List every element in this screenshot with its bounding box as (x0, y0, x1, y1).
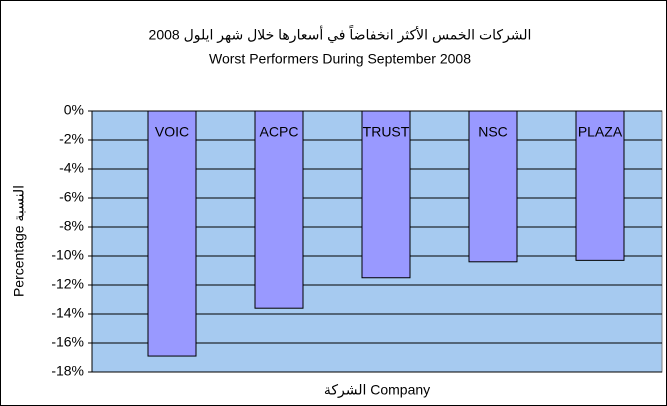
y-tick-label: -2% (59, 131, 84, 147)
y-tick-label: -8% (59, 218, 84, 234)
y-tick-label: -6% (59, 189, 84, 205)
bar (468, 110, 518, 263)
category-label: PLAZA (578, 124, 623, 140)
y-tick-label: -12% (51, 276, 84, 292)
y-tick-label: -18% (51, 363, 84, 379)
category-label: TRUST (363, 124, 410, 140)
y-axis-label: Percentage النسبة (11, 185, 27, 297)
x-axis-label: الشركة Company (324, 382, 430, 399)
bar (254, 110, 304, 309)
chart-title: الشركات الخمس الأكثر انخفاضاً في أسعارها… (149, 25, 532, 44)
y-tick-label: -14% (51, 305, 84, 321)
bar (575, 110, 625, 261)
bar (147, 110, 197, 357)
bar (361, 110, 411, 279)
y-tick-label: -16% (51, 334, 84, 350)
category-label: VOIC (155, 124, 189, 140)
y-tick-label: -10% (51, 247, 84, 263)
category-label: ACPC (260, 124, 299, 140)
chart-subtitle: Worst Performers During September 2008 (209, 51, 471, 67)
y-tick-label: 0% (64, 102, 84, 118)
y-tick-label: -4% (59, 160, 84, 176)
category-label: NSC (478, 124, 508, 140)
